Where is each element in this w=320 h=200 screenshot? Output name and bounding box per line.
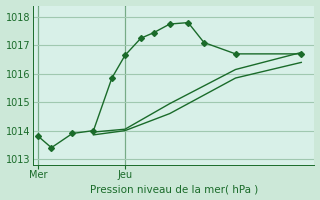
X-axis label: Pression niveau de la mer( hPa ): Pression niveau de la mer( hPa ) [90,184,258,194]
